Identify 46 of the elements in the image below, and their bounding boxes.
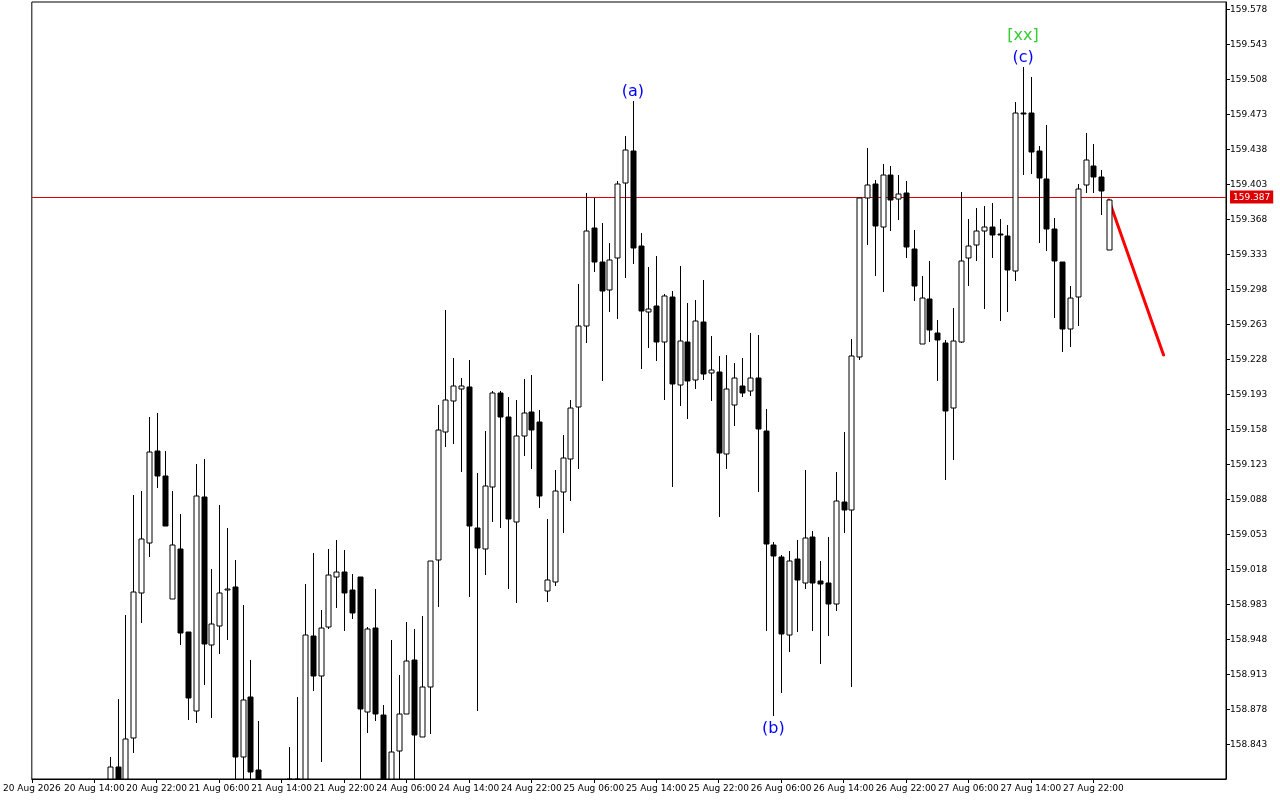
y-tick-label: 159.018 (1230, 564, 1268, 574)
y-tick-label: 159.158 (1230, 424, 1268, 434)
annotation: (b) (761, 717, 785, 737)
x-tick-label: 21 Aug 06:00 (188, 782, 250, 793)
annotation: (a) (621, 80, 644, 100)
x-tick-label: 27 Aug 06:00 (938, 782, 1000, 793)
y-tick-label: 159.333 (1230, 249, 1268, 259)
y-tick-label: 159.123 (1230, 459, 1268, 469)
y-tick-label: 159.473 (1230, 109, 1268, 119)
y-tick-label: 159.193 (1230, 389, 1268, 399)
y-tick-label: 159.368 (1230, 214, 1268, 224)
y-tick-label: 159.543 (1230, 39, 1268, 49)
y-tick-label: 158.878 (1230, 704, 1268, 714)
x-tick-label: 27 Aug 22:00 (1062, 782, 1124, 793)
y-tick-label: 158.948 (1230, 634, 1268, 644)
y-tick-label: 159.228 (1230, 354, 1268, 364)
x-tick-label: 26 Aug 14:00 (813, 782, 875, 793)
x-tick-label: 25 Aug 14:00 (625, 782, 687, 793)
ref-line-label: 159.387 (1233, 192, 1271, 202)
x-tick-label: 21 Aug 22:00 (313, 782, 375, 793)
y-tick-label: 158.843 (1230, 739, 1268, 749)
y-tick-label: 159.263 (1230, 319, 1268, 329)
x-tick-label: 20 Aug 2026 (3, 782, 61, 793)
x-tick-label: 24 Aug 22:00 (501, 782, 562, 793)
y-tick-label: 158.913 (1230, 669, 1268, 679)
y-tick-label: 159.298 (1230, 284, 1268, 294)
x-tick-label: 25 Aug 22:00 (688, 782, 750, 793)
y-tick-label: 159.578 (1230, 4, 1268, 14)
x-tick-label: 25 Aug 06:00 (563, 782, 625, 793)
annotation: (c) (1012, 46, 1034, 66)
y-tick-label: 159.053 (1230, 529, 1268, 539)
x-tick-label: 24 Aug 06:00 (376, 782, 438, 793)
x-tick-label: 26 Aug 22:00 (875, 782, 937, 793)
x-tick-label: 27 Aug 14:00 (1000, 782, 1062, 793)
y-tick-label: 159.508 (1230, 74, 1268, 84)
y-tick-label: 159.088 (1230, 494, 1268, 504)
x-tick-label: 26 Aug 06:00 (750, 782, 812, 793)
y-tick-label: 159.438 (1230, 144, 1268, 154)
x-tick-label: 24 Aug 14:00 (438, 782, 500, 793)
y-tick-label: 158.983 (1230, 599, 1268, 609)
x-tick-label: 21 Aug 14:00 (251, 782, 313, 793)
candlestick (934, 319, 941, 382)
x-tick-label: 20 Aug 14:00 (63, 782, 125, 793)
y-tick-label: 159.403 (1230, 179, 1268, 189)
annotation: [xx] (1007, 24, 1039, 44)
x-tick-label: 20 Aug 22:00 (126, 782, 188, 793)
